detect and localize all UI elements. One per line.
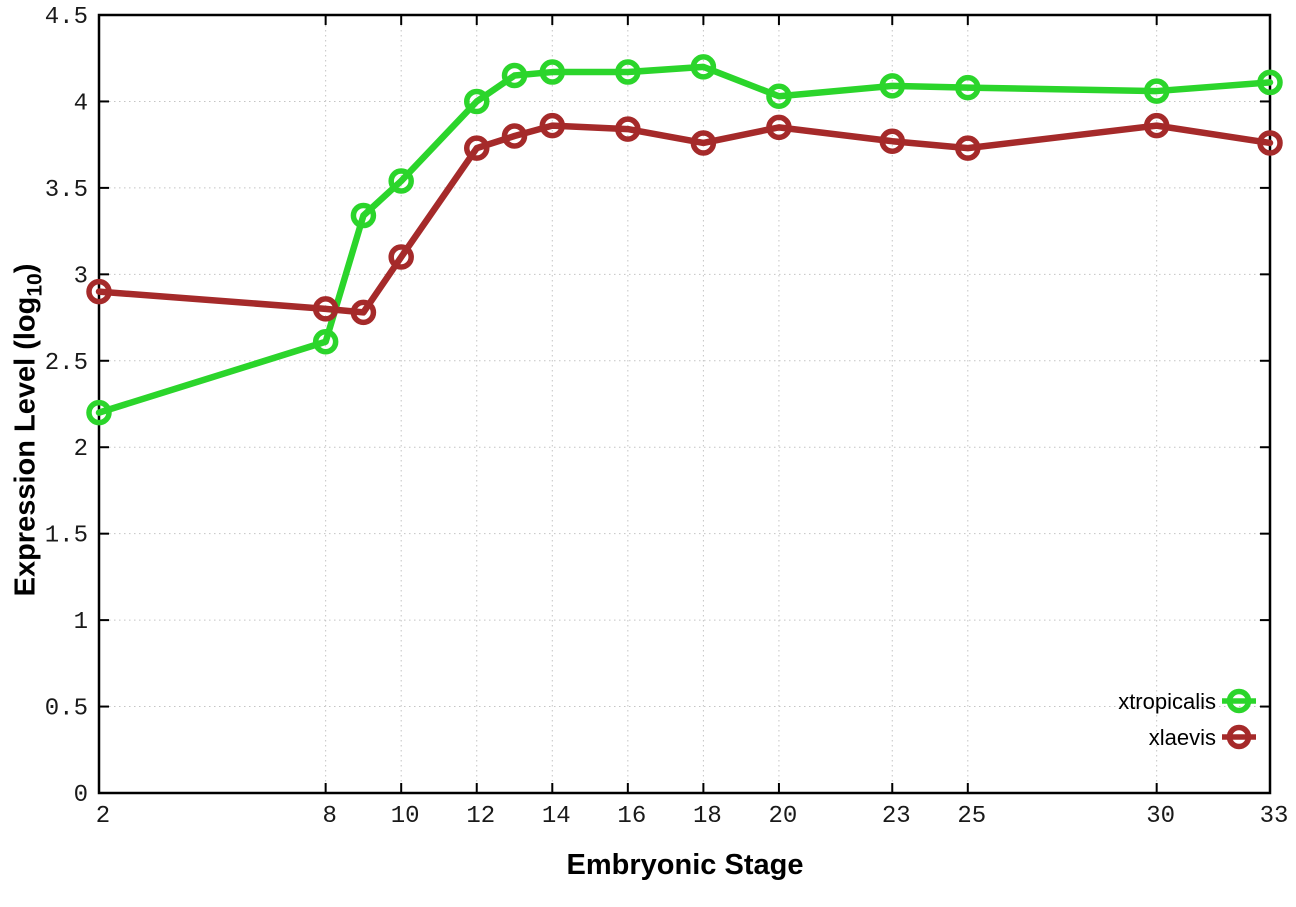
- series-line-xlaevis: [95, 122, 1274, 316]
- x-axis-title: Embryonic Stage: [566, 849, 804, 881]
- legend-marker-sample: [1226, 724, 1252, 750]
- x-tick-label: 16: [617, 803, 646, 830]
- tick-labels: 2 8 10 12 14 16 18 20 23 25 30 33 0 0.5 1 1.5 2 2.5 3 3.5 4 4…: [45, 4, 1289, 830]
- x-tick-label: 30: [1146, 803, 1175, 830]
- legend-label: xlaevis: [1149, 725, 1216, 750]
- legend: xtropicalis xlaevis: [1118, 688, 1256, 750]
- data-point-marker: [766, 83, 792, 110]
- x-tick-label: 12: [466, 803, 495, 830]
- data-point-marker: [86, 278, 112, 305]
- data-point-marker: [766, 114, 792, 141]
- y-tick-label: 0.5: [45, 696, 88, 723]
- data-point-marker: [955, 135, 981, 161]
- data-point-marker: [690, 130, 717, 156]
- series-xlaevis: [86, 112, 1283, 326]
- legend-entry-xlaevis: xlaevis: [1149, 724, 1256, 750]
- y-tick-label: 0: [74, 782, 88, 809]
- data-point-marker: [955, 74, 981, 101]
- x-tick-label: 2: [96, 803, 110, 830]
- data-point-marker: [1257, 130, 1283, 156]
- data-point-marker: [539, 112, 566, 139]
- data-point-marker: [501, 62, 528, 89]
- y-tick-label: 2.5: [45, 350, 88, 377]
- data-point-marker: [615, 59, 641, 85]
- tick-marks: [98, 14, 1271, 794]
- y-tick-label: 1.5: [45, 523, 88, 550]
- y-tick-label: 3.5: [45, 177, 88, 204]
- data-point-marker: [463, 88, 490, 115]
- data-point-marker: [388, 244, 414, 270]
- data-point-marker: [86, 399, 112, 426]
- data-point-marker: [501, 123, 528, 149]
- y-tick-label: 4: [74, 90, 88, 117]
- y-tick-label: 4.5: [45, 4, 88, 31]
- x-tick-label: 33: [1260, 803, 1289, 830]
- x-tick-label: 8: [322, 803, 336, 830]
- x-tick-label: 20: [769, 803, 798, 830]
- legend-entry-xtropicalis: xtropicalis: [1118, 688, 1256, 714]
- data-point-marker: [879, 73, 906, 99]
- data-point-marker: [463, 135, 490, 161]
- data-point-marker: [388, 168, 414, 194]
- data-point-marker: [1143, 112, 1170, 139]
- data-point-marker: [615, 116, 641, 142]
- data-point-marker: [690, 54, 717, 80]
- x-tick-label: 23: [882, 803, 911, 830]
- data-point-marker: [312, 329, 339, 355]
- data-point-marker: [1257, 69, 1283, 96]
- series-xtropicalis: [86, 54, 1283, 426]
- data-point-marker: [312, 296, 339, 322]
- data-point-marker: [1143, 78, 1170, 104]
- data-point-marker: [879, 128, 906, 154]
- x-tick-label: 25: [957, 803, 986, 830]
- data-point-marker: [350, 202, 377, 229]
- legend-marker-sample: [1226, 688, 1252, 714]
- data-point-marker: [350, 299, 377, 326]
- x-tick-label: 10: [391, 803, 420, 830]
- y-tick-label: 1: [74, 609, 88, 636]
- data-point-marker: [539, 59, 566, 85]
- legend-label: xtropicalis: [1118, 689, 1216, 714]
- y-tick-label: 3: [74, 263, 88, 290]
- x-tick-label: 14: [542, 803, 571, 830]
- x-tick-label: 18: [693, 803, 722, 830]
- y-tick-label: 2: [74, 436, 88, 463]
